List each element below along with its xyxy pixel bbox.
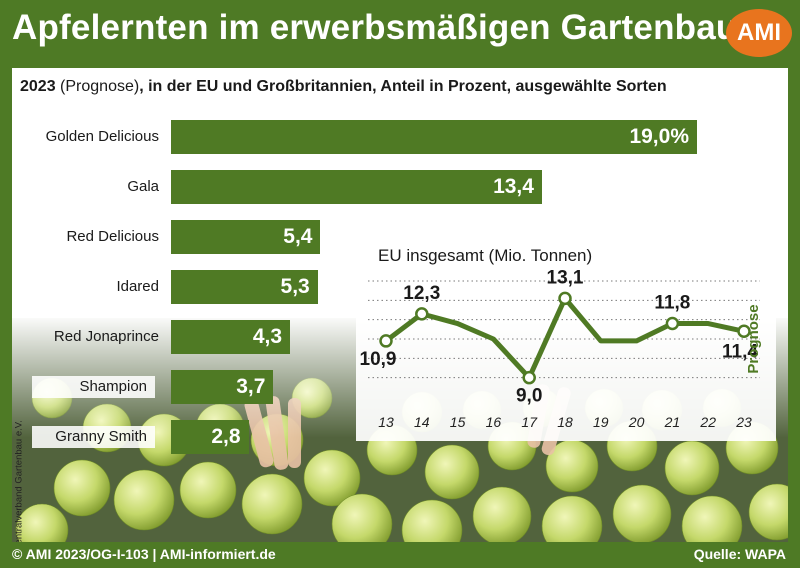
bar-value-label: 5,3 [280,275,310,298]
bar-value-label: 3,7 [236,375,266,398]
subtitle-description: , in der EU und Großbritannien, Anteil i… [139,78,667,95]
bar-value-label: 19,0% [629,125,689,148]
bar-value-label: 4,3 [252,325,283,348]
data-point-label: 12,3 [403,283,440,304]
bar-category-label: Golden Delicious [45,128,159,145]
data-point-label: 13,1 [547,267,584,288]
chart-panel: 2023 (Prognose), in der EU und Großbrita… [12,68,788,542]
x-tick-label: 19 [593,414,609,430]
bar: 13,4 [171,170,542,204]
data-point-marker [737,324,751,339]
subtitle-year: 2023 [20,78,56,95]
x-tick-label: 20 [628,414,645,430]
data-point-label: 11,4 [722,341,758,362]
x-tick-label: 23 [735,414,752,430]
subtitle-note: (Prognose) [60,78,140,95]
chart-title: Apfelernten im erwerbsmäßigen Gartenbau [12,8,738,47]
data-point-marker [415,307,429,321]
data-point-marker [558,291,572,306]
bar: 2,8 [171,420,249,454]
bar-category-label: Idared [116,278,159,295]
bar-category-label: Red Jonaprince [53,328,159,345]
bar-value-label: 5,4 [283,225,313,248]
footer-copyright: © AMI 2023/OG-I-103 | AMI-informiert.de [12,546,276,562]
data-point-marker [665,316,680,331]
ami-logo: AMI [726,9,792,57]
footer-source: Quelle: WAPA [693,546,786,562]
bar: 4,3 [171,320,291,354]
data-point-marker [522,370,536,385]
bar: 5,3 [171,270,318,304]
x-tick-label: 14 [414,414,430,430]
chart-subtitle: 2023 (Prognose), in der EU und Großbrita… [20,78,667,96]
bar: 3,7 [171,370,274,404]
bar-category-label: Shampion [32,376,155,398]
x-tick-label: 18 [557,414,573,430]
x-tick-label: 15 [450,414,466,430]
forecast-label: Prognose [745,304,762,373]
bar-category-label: Red Delicious [66,228,159,245]
bar: 19,0% [171,120,697,154]
photo-credit: Foto: Zentralverband Gartenbau e.V. [13,420,25,542]
data-point-label: 10,9 [360,349,397,370]
data-point-marker [379,334,393,348]
bar-value-label: 2,8 [211,425,241,448]
x-tick-label: 17 [521,414,538,430]
bar-category-label: Granny Smith [32,426,155,448]
x-tick-label: 13 [378,414,394,430]
line-chart-svg: EU insgesamt (Mio. Tonnen) 13 14 15 16 17 18 19… [360,246,762,430]
eu-harvest-line-chart: EU insgesamt (Mio. Tonnen) 13 14 15 16 17 18 19… [356,231,776,441]
x-tick-label: 16 [486,414,502,430]
x-tick-label: 22 [699,414,716,430]
bar: 5,4 [171,220,321,254]
bar-category-label: Gala [127,178,159,195]
data-point-label: 9,0 [516,386,542,407]
data-point-label: 11,8 [654,293,690,314]
x-tick-label: 21 [664,414,681,430]
bar-value-label: 13,4 [493,175,534,198]
line-chart-title: EU insgesamt (Mio. Tonnen) [378,246,592,265]
